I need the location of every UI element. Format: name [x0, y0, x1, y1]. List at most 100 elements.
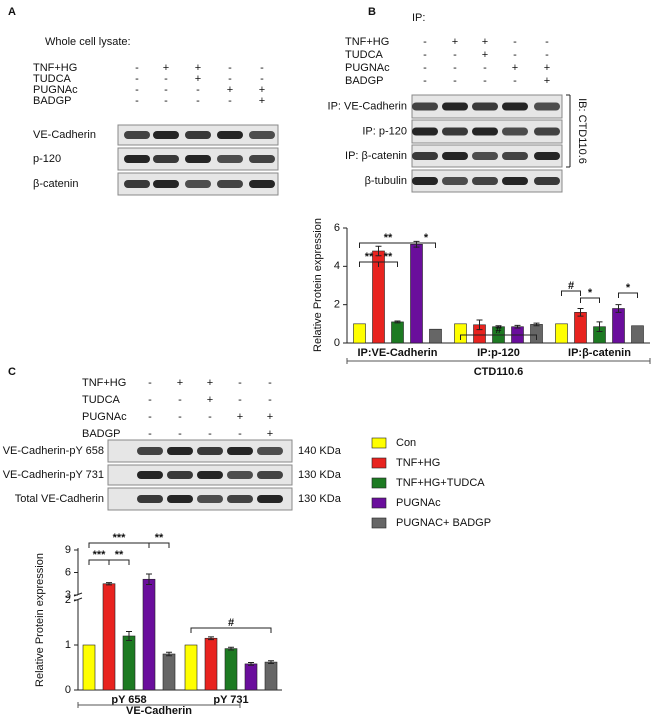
error-bar	[208, 636, 214, 641]
condition-sign: -	[423, 62, 427, 74]
condition-sign: -	[453, 62, 457, 74]
blot-band	[124, 131, 150, 139]
blot-band	[412, 177, 438, 185]
condition-sign: -	[545, 36, 549, 48]
condition-sign: +	[195, 62, 201, 74]
blot-band	[137, 495, 163, 503]
blot-band	[534, 127, 560, 136]
condition-sign: -	[148, 377, 152, 389]
panel-title: Whole cell lysate:	[45, 36, 131, 48]
blot-band	[442, 127, 468, 136]
condition-sign: -	[164, 73, 168, 85]
y-axis-label: Relative Protein expression	[34, 553, 46, 687]
condition-sign: +	[237, 411, 243, 423]
blot-band	[167, 447, 193, 455]
significance-bracket	[580, 297, 600, 303]
bar	[574, 312, 587, 344]
condition-sign: -	[135, 73, 139, 85]
legend-label: PUGNAc	[396, 497, 441, 509]
condition-sign: -	[164, 84, 168, 96]
blot-label: Total VE-Cadherin	[15, 493, 104, 505]
condition-sign: -	[238, 428, 242, 440]
x-tick-label: IP:p-120	[477, 347, 520, 359]
blot-band	[227, 471, 253, 479]
bar	[204, 637, 218, 691]
blot-label: VE-Cadherin-pY 658	[3, 445, 104, 457]
legend-label: TNF+HG+TUDCA	[396, 477, 485, 489]
legend-label: Con	[396, 437, 416, 449]
condition-sign: -	[268, 377, 272, 389]
condition-sign: +	[259, 95, 265, 107]
bar	[429, 328, 442, 344]
condition-label: TNF+HG	[82, 377, 126, 389]
condition-sign: -	[196, 95, 200, 107]
error-bar	[514, 324, 521, 329]
condition-sign: -	[178, 411, 182, 423]
significance-label: ***	[113, 532, 127, 544]
legend-swatch	[371, 477, 387, 489]
bar	[631, 325, 644, 344]
condition-sign: -	[513, 49, 517, 61]
significance-bracket	[378, 261, 398, 267]
error-bar	[577, 308, 584, 317]
bar	[612, 308, 625, 344]
blot-band	[153, 155, 179, 163]
condition-sign: +	[482, 36, 488, 48]
error-bar	[476, 319, 483, 331]
condition-sign: +	[227, 84, 233, 96]
y-tick-label: 2	[334, 299, 340, 311]
condition-sign: +	[544, 75, 550, 87]
panel-letter: C	[8, 366, 16, 378]
panel-letter: B	[368, 6, 376, 18]
condition-sign: -	[238, 377, 242, 389]
condition-label: TUDCA	[345, 49, 384, 61]
x-tick-label: pY 731	[213, 694, 248, 706]
bar	[184, 644, 198, 691]
y-tick-label: 6	[65, 566, 71, 578]
y-axis-label: Relative Protein expression	[312, 218, 324, 352]
condition-sign: -	[148, 411, 152, 423]
error-bar	[146, 573, 152, 585]
bar	[454, 323, 467, 344]
blot-band	[249, 180, 275, 188]
condition-label: TNF+HG	[33, 62, 77, 74]
blot-band	[472, 102, 498, 111]
bar	[142, 578, 156, 691]
blot-size: 130 KDa	[298, 469, 342, 481]
legend-swatch	[371, 437, 387, 449]
blot-band	[502, 177, 528, 185]
blot-band	[412, 102, 438, 111]
significance-label: **	[115, 549, 124, 561]
blot-band	[217, 131, 243, 139]
error-bar	[166, 651, 172, 657]
condition-sign: -	[453, 75, 457, 87]
condition-sign: -	[208, 428, 212, 440]
significance-bracket	[561, 290, 581, 296]
condition-label: BADGP	[33, 95, 72, 107]
blot-band	[153, 131, 179, 139]
condition-sign: +	[452, 36, 458, 48]
blot-label: β-tubulin	[365, 175, 407, 187]
significance-label: ***	[93, 549, 107, 561]
significance-label: *	[424, 232, 429, 244]
significance-label: #	[568, 280, 574, 292]
condition-label: BADGP	[82, 428, 121, 440]
condition-sign: -	[513, 36, 517, 48]
condition-sign: -	[208, 411, 212, 423]
significance-bracket	[190, 627, 272, 633]
blot-band	[412, 127, 438, 136]
condition-label: TUDCA	[33, 73, 72, 85]
blot-band	[124, 155, 150, 163]
significance-label: **	[384, 232, 393, 244]
significance-bracket	[460, 334, 537, 340]
blot-label: IP: p-120	[362, 125, 407, 137]
error-bar	[268, 660, 274, 664]
condition-sign: +	[482, 49, 488, 61]
condition-sign: -	[148, 428, 152, 440]
condition-label: PUGNAc	[33, 84, 78, 96]
legend-swatch	[371, 517, 387, 529]
blot-band	[217, 155, 243, 163]
significance-bracket	[108, 559, 130, 565]
blot-band	[442, 177, 468, 185]
